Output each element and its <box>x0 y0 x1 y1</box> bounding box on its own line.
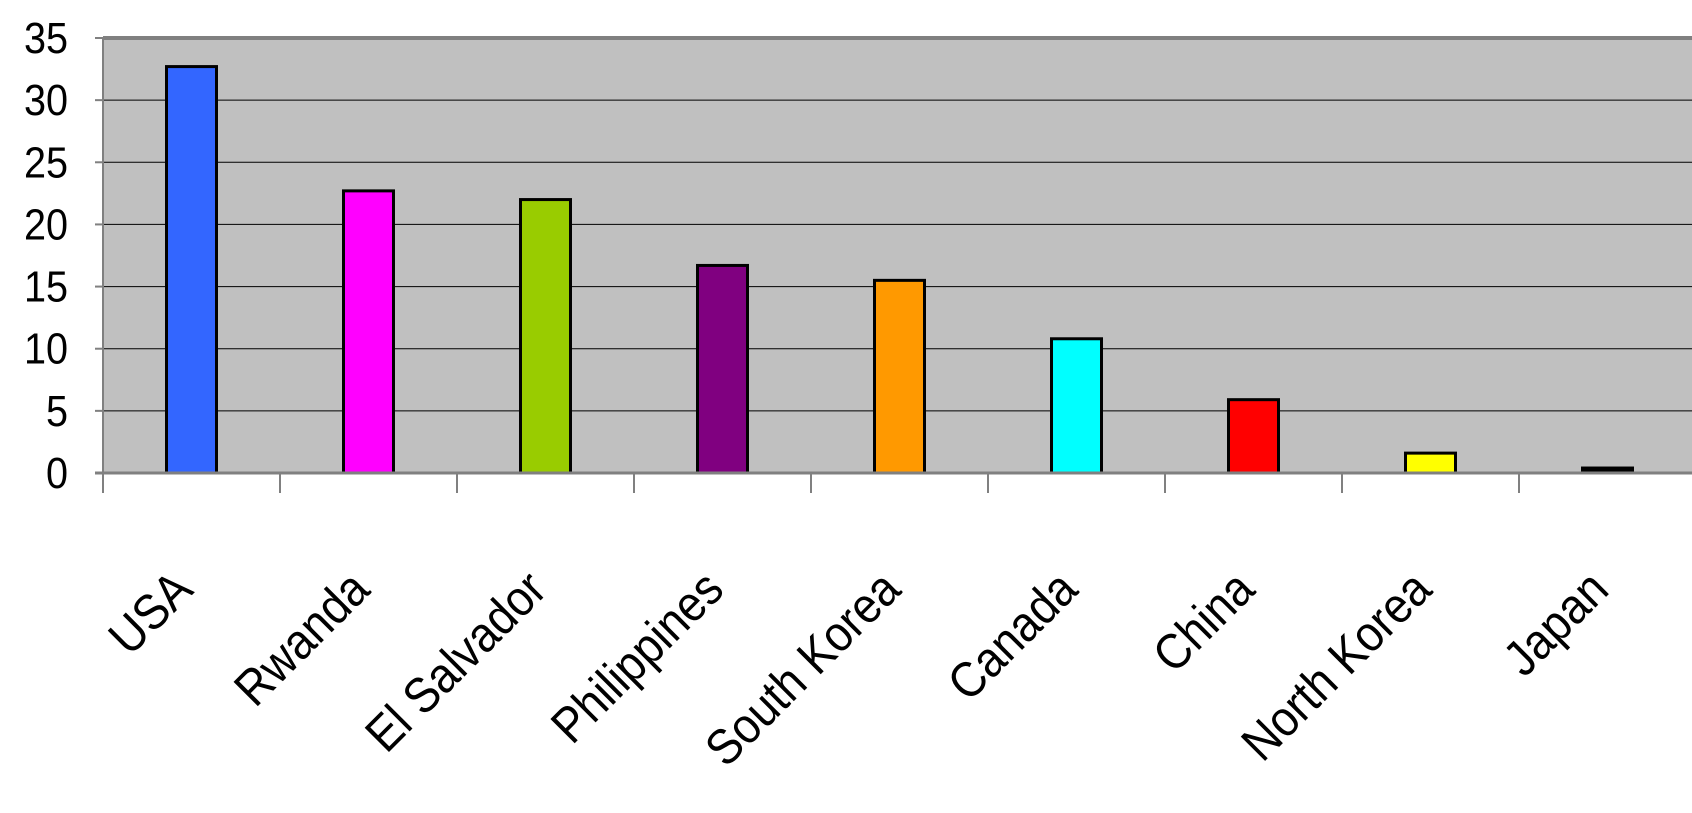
bar <box>519 198 572 475</box>
y-tick-labels: 0 5 10 15 20 25 30 35 <box>24 13 68 497</box>
x-tick-label: Canada <box>937 560 1088 711</box>
y-tick-label: 15 <box>24 262 68 311</box>
y-tick-label: 25 <box>24 137 68 186</box>
axes <box>95 37 1692 493</box>
y-tick-label: 5 <box>46 386 68 435</box>
x-tick-label: El Salvador <box>355 561 557 763</box>
x-tick-label: China <box>1143 560 1266 683</box>
x-tick-label: North Korea <box>1231 560 1442 771</box>
y-tick-label: 10 <box>24 324 68 373</box>
y-tick-label: 35 <box>24 13 68 62</box>
bar <box>1404 451 1457 475</box>
x-tick-label: Rwanda <box>224 560 380 716</box>
bar <box>1050 337 1103 475</box>
bar <box>165 65 218 475</box>
y-tick-label: 20 <box>24 199 68 248</box>
y-tick-label: 0 <box>46 448 68 497</box>
bar <box>696 263 749 475</box>
x-tick-label: Philippines <box>541 561 734 754</box>
bar <box>1227 398 1280 475</box>
bar <box>342 189 395 475</box>
x-tick-label: South Korea <box>695 560 912 777</box>
y-tick-label: 30 <box>24 75 68 124</box>
x-tick-label: Japan <box>1493 561 1619 687</box>
bar <box>873 278 926 475</box>
x-tick-label: USA <box>98 561 203 666</box>
